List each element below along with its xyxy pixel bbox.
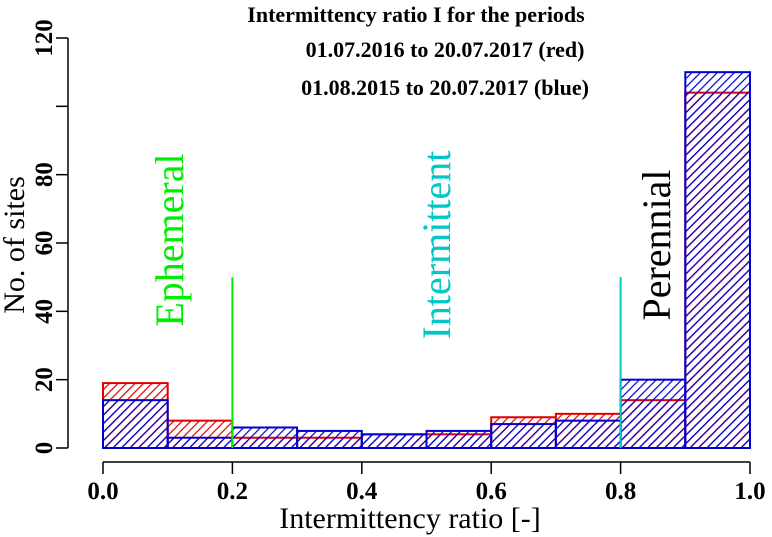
y-tick-label-0: 0 xyxy=(31,442,58,455)
y-tick-label-80: 80 xyxy=(31,162,58,187)
chart-title: Intermittency ratio I for the periods 01… xyxy=(247,2,589,100)
bar-series2-bin-6 xyxy=(425,429,493,449)
y-tick-label-60: 60 xyxy=(31,231,58,256)
region-label-ephemeral: Ephemeral xyxy=(147,153,192,326)
title-line-1: Intermittency ratio I for the periods xyxy=(247,2,585,27)
x-axis: 0.0 0.2 0.4 0.6 0.8 1.0 xyxy=(87,461,766,505)
x-tick-label-1.0: 1.0 xyxy=(734,478,765,505)
bar-series2-bin-3 xyxy=(231,426,299,449)
x-tick-label-0.8: 0.8 xyxy=(605,478,636,505)
y-tick-label-120: 120 xyxy=(31,19,58,57)
bar-series2-bin-8 xyxy=(554,419,622,449)
region-labels: Ephemeral Intermittent Perennial xyxy=(147,151,679,340)
y-tick-label-40: 40 xyxy=(31,299,58,324)
bar-series2-bin-5 xyxy=(360,433,428,450)
threshold-lines xyxy=(231,277,622,448)
x-axis-label: Intermittency ratio [-] xyxy=(279,502,541,535)
bar-series2-bin-10 xyxy=(684,71,751,450)
y-axis: 0 20 40 60 80 120 xyxy=(31,19,69,455)
bar-series2-bin-4 xyxy=(296,429,363,449)
region-label-intermittent: Intermittent xyxy=(414,151,459,340)
y-axis-label: No. of sites xyxy=(0,176,31,314)
x-tick-label-0.2: 0.2 xyxy=(217,478,248,505)
bars-layer xyxy=(102,71,751,450)
x-tick-label-0.4: 0.4 xyxy=(346,478,378,505)
title-line-3: 01.08.2015 to 20.07.2017 (blue) xyxy=(301,75,589,100)
bar-series2-bin-1 xyxy=(102,399,169,449)
x-tick-label-0.6: 0.6 xyxy=(476,478,507,505)
region-label-perennial: Perennial xyxy=(634,169,679,320)
bar-series2-bin-7 xyxy=(490,423,557,450)
y-tick-label-20: 20 xyxy=(31,367,58,392)
bar-series2-bin-9 xyxy=(619,378,687,449)
x-tick-label-0.0: 0.0 xyxy=(87,478,118,505)
title-line-2: 01.07.2016 to 20.07.2017 (red) xyxy=(306,37,585,62)
bar-series2-bin-2 xyxy=(166,436,234,449)
